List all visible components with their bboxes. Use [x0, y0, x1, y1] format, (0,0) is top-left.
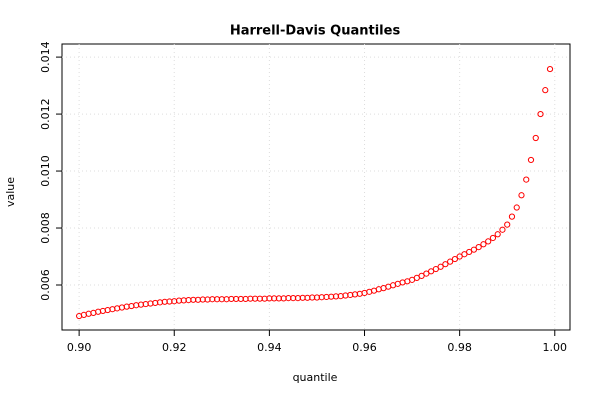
x-tick-label: 0.90 — [67, 341, 92, 354]
chart-title: Harrell-Davis Quantiles — [230, 24, 401, 39]
point — [513, 204, 520, 211]
point — [518, 192, 525, 199]
plot-box — [61, 43, 571, 331]
x-tick-label: 0.96 — [352, 341, 377, 354]
point — [470, 246, 478, 253]
point — [546, 65, 554, 73]
y-axis-label: value — [4, 177, 17, 207]
point — [418, 272, 425, 279]
y-tick-label: 0.014 — [39, 41, 52, 73]
point — [499, 226, 506, 233]
point — [456, 253, 463, 260]
point — [461, 251, 468, 258]
point — [485, 238, 492, 245]
point — [508, 213, 516, 220]
x-tick-label: 0.94 — [257, 341, 282, 354]
point — [451, 255, 458, 263]
point — [542, 87, 549, 94]
point — [442, 261, 449, 268]
point — [494, 231, 501, 238]
y-tick-label: 0.012 — [39, 98, 52, 130]
x-tick-label: 0.92 — [162, 341, 187, 354]
point — [504, 221, 511, 228]
y-tick-label: 0.010 — [39, 155, 52, 187]
point — [428, 268, 435, 275]
point — [432, 265, 439, 273]
point — [466, 248, 473, 256]
point — [537, 110, 544, 118]
x-tick-label: 1.00 — [543, 341, 568, 354]
point — [532, 134, 539, 142]
y-tick-label: 0.008 — [39, 212, 52, 244]
point — [447, 258, 454, 265]
point — [527, 156, 535, 164]
y-tick-label: 0.006 — [39, 269, 52, 301]
point — [489, 234, 497, 242]
point — [423, 270, 430, 277]
point — [475, 244, 482, 251]
point — [523, 176, 530, 183]
x-axis-label: quantile — [293, 371, 338, 384]
x-tick-label: 0.98 — [447, 341, 472, 354]
point — [437, 263, 444, 270]
point — [480, 241, 487, 248]
